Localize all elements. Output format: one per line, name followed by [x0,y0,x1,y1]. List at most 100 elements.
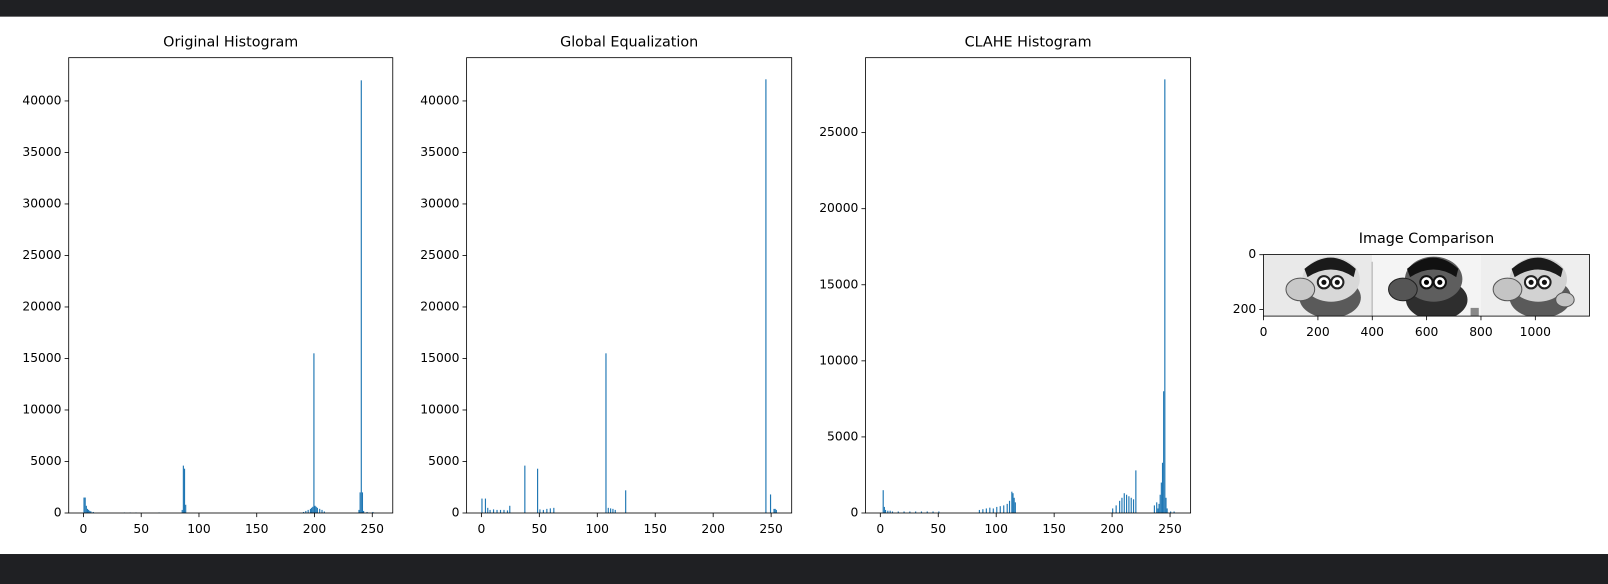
bar [1119,500,1121,513]
y-tick-label: 200 [1233,302,1256,316]
bar [496,509,498,513]
bar [1159,494,1161,513]
y-tick-label: 40000 [420,93,459,107]
y-tick-label: 5000 [30,454,61,468]
bar [1012,493,1014,513]
bar [765,79,767,513]
bar [182,465,184,513]
y-tick-label: 10000 [22,402,61,416]
x-tick-label: 0 [477,522,485,536]
bar [932,511,934,513]
bar [920,511,923,513]
bar [915,511,917,513]
x-tick-label: 0 [1260,325,1268,339]
bar [546,508,548,513]
x-tick-label: 200 [303,522,326,536]
subplot: Original Histogram 0 50 100 150 200 250 0 5000 10… [22,34,394,536]
bar [903,511,905,513]
y-tick-label: 10000 [819,353,858,367]
bar [481,498,483,513]
x-tick-label: 50 [930,522,946,536]
chart-title: CLAHE Histogram [965,34,1092,50]
x-tick-label: 100 [984,522,1007,536]
bar [1157,508,1159,513]
bar [982,509,984,513]
bar [524,465,526,513]
y-tick-label: 35000 [22,145,61,159]
bar [537,468,539,513]
subplot: Global Equalization 0 50 100 150 200 250 0 5000 1… [420,34,793,536]
bar [311,507,313,513]
y-tick-label: 30000 [420,196,459,210]
bar [316,507,318,513]
bar [499,509,502,513]
bar [891,511,894,513]
bar [553,507,555,513]
bar [1166,508,1168,513]
bar [1011,491,1013,513]
x-tick-label: 400 [1361,325,1384,339]
x-tick-label: 600 [1415,325,1438,339]
y-tick-label: 0 [851,505,859,519]
bar [314,505,316,513]
bar [360,80,362,513]
y-tick-label: 20000 [420,299,459,313]
bar [612,508,614,513]
bar [1173,511,1175,513]
x-tick-label: 50 [532,522,548,536]
bar [487,507,489,513]
axes-frame [865,57,1192,514]
bar [774,508,776,513]
bar [506,510,509,513]
bar [542,509,544,513]
y-tick-label: 15000 [420,351,459,365]
bar [1013,497,1015,513]
bar [996,506,998,513]
bar [1112,508,1114,513]
bar [492,509,495,513]
chart-title: Global Equalization [560,34,698,50]
x-tick-label: 150 [245,522,268,536]
bar [1161,462,1164,513]
bar [1008,500,1011,513]
y-tick-label: 5000 [428,454,459,468]
bar [978,509,980,513]
bar [1121,497,1123,513]
y-tick-label: 30000 [22,196,61,210]
bar [361,492,364,513]
bar [539,509,541,513]
bar [1156,502,1158,513]
bar [897,511,899,513]
bar [509,505,511,513]
y-tick-label: 35000 [420,145,459,159]
x-tick-label: 250 [1158,522,1181,536]
bar [1126,494,1128,513]
axes-frame [68,57,394,514]
bar [302,511,305,513]
bar [1164,79,1166,513]
x-tick-label: 1000 [1520,325,1551,339]
bar [549,508,551,513]
bar [989,507,991,513]
bar [1170,511,1172,513]
bar [769,494,772,513]
bar [92,511,94,513]
x-tick-label: 100 [586,522,609,536]
bar [1165,497,1167,513]
bar [366,511,368,513]
subplot: Image Comparison 0 200 400 600 800 1000 0 200 [1233,231,1590,339]
chart-title: Original Histogram [163,34,298,50]
bar [319,508,321,513]
bar [363,510,365,513]
bar [181,509,183,513]
bar [503,509,505,513]
bar [889,510,891,513]
x-tick-label: 800 [1469,325,1492,339]
subplot: CLAHE Histogram 0 50 100 150 200 250 0 5000 10000… [819,34,1192,536]
bar [992,508,994,513]
y-tick-label: 25000 [819,125,858,139]
bar [88,509,90,513]
bar [372,511,374,513]
bar [614,509,616,513]
